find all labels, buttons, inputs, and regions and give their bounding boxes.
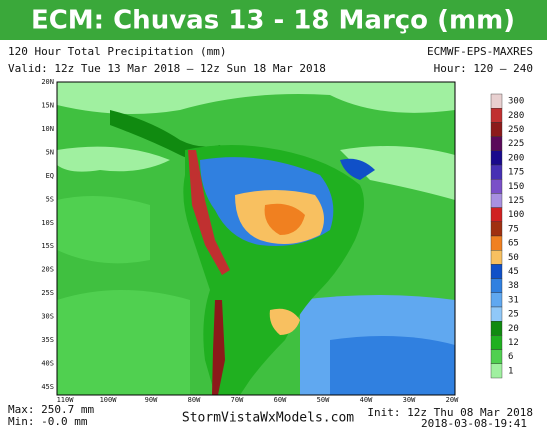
legend-swatch xyxy=(490,178,503,194)
legend-swatch xyxy=(490,249,503,265)
valid: Valid: 12z Tue 13 Mar 2018 — 12z Sun 18 … xyxy=(8,62,326,75)
legend-swatch xyxy=(490,164,503,180)
lat-label: 10N xyxy=(41,125,54,133)
title: ECM: Chuvas 13 - 18 Março (mm) xyxy=(31,6,515,36)
legend-swatch xyxy=(490,306,503,322)
lat-label: 25S xyxy=(41,289,54,297)
lat-label: 15N xyxy=(41,101,54,109)
lon-label: 110W xyxy=(57,396,75,404)
legend-label: 65 xyxy=(508,239,519,249)
lat-label: 20S xyxy=(41,266,54,274)
legend-swatch xyxy=(490,207,503,223)
legend-swatch xyxy=(490,335,503,350)
lon-label: 80W xyxy=(188,396,201,404)
product: 120 Hour Total Precipitation (mm) xyxy=(8,45,227,58)
legend-swatch xyxy=(490,349,503,365)
lon-label: 70W xyxy=(231,396,244,404)
lat-label: 15S xyxy=(41,242,54,250)
legend-label: 12 xyxy=(508,338,519,348)
map xyxy=(56,81,456,396)
legend-swatch xyxy=(490,150,503,166)
lat-label: 40S xyxy=(41,360,54,368)
lat-label: 20N xyxy=(41,78,54,86)
legend-label: 150 xyxy=(508,182,524,192)
legend-label: 280 xyxy=(508,111,524,121)
lat-label: 35S xyxy=(41,336,54,344)
lat-label: 10S xyxy=(41,219,54,227)
legend-label: 100 xyxy=(508,210,524,220)
lat-label: 5N xyxy=(46,148,54,156)
model: ECMWF-EPS-MAXRES xyxy=(427,45,533,58)
legend-label: 200 xyxy=(508,153,524,163)
legend-swatch xyxy=(490,107,503,123)
legend-label: 1 xyxy=(508,366,513,376)
legend-swatch xyxy=(490,93,503,109)
legend-label: 250 xyxy=(508,125,524,135)
lon-label: 30W xyxy=(403,396,416,404)
lat-label: EQ xyxy=(46,172,54,180)
lat-label: 5S xyxy=(46,195,54,203)
legend-label: 125 xyxy=(508,196,524,206)
legend-swatch xyxy=(490,122,503,137)
legend-label: 50 xyxy=(508,253,519,263)
lon-label: 60W xyxy=(274,396,287,404)
legend-swatch xyxy=(490,363,503,379)
legend-swatch xyxy=(490,136,503,152)
banner xyxy=(0,0,547,40)
legend-label: 75 xyxy=(508,224,519,234)
legend-swatch xyxy=(490,321,503,336)
legend-label: 175 xyxy=(508,168,524,178)
legend-label: 45 xyxy=(508,267,519,277)
lat-label: 30S xyxy=(41,313,54,321)
lon-label: 100W xyxy=(100,396,118,404)
legend-label: 300 xyxy=(508,97,524,107)
legend-label: 25 xyxy=(508,310,519,320)
legend-label: 38 xyxy=(508,281,519,291)
legend-label: 31 xyxy=(508,295,519,305)
lat-label: 45S xyxy=(41,383,54,391)
min: Min: -0.0 mm xyxy=(8,415,88,428)
lon-label: 50W xyxy=(317,396,330,404)
init: Init: 12z Thu 08 Mar 2018 xyxy=(367,406,533,419)
site: StormVistaWxModels.com xyxy=(182,411,354,426)
lon-label: 20W xyxy=(446,396,459,404)
legend-label: 6 xyxy=(508,352,513,362)
legend-swatch xyxy=(490,278,503,294)
stamp: 2018-03-08-19:41 xyxy=(421,417,527,430)
legend-swatch xyxy=(490,235,503,251)
legend-swatch xyxy=(490,264,503,279)
max: Max: 250.7 mm xyxy=(8,403,94,416)
hour: Hour: 120 — 240 xyxy=(434,62,533,75)
legend-swatch xyxy=(490,193,503,208)
legend-label: 20 xyxy=(508,324,519,334)
legend-label: 225 xyxy=(508,139,524,149)
legend-swatch xyxy=(490,292,503,308)
lon-label: 40W xyxy=(360,396,373,404)
lon-label: 90W xyxy=(145,396,158,404)
legend-swatch xyxy=(490,221,503,237)
